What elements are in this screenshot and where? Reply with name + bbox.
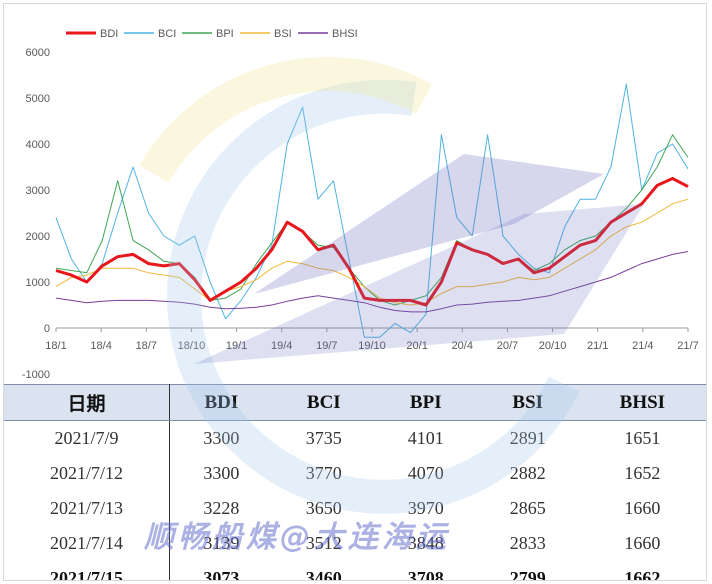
x-tick-label: 20/4 [452, 340, 473, 352]
index-table: 日期 BDI BCI BPI BSI BHSI 2021/7/9 3300 37… [4, 384, 706, 581]
cell-bhsi: 1660 [624, 533, 661, 553]
x-tick-label: 19/10 [358, 340, 386, 352]
legend-label-bsi: BSI [274, 28, 292, 40]
table-row: 2021/7/9 3300 3735 4101 2891 1651 [4, 420, 706, 456]
series-layer [55, 83, 689, 338]
cell-bpi: 3708 [407, 568, 444, 581]
series-line-bpi [55, 134, 689, 306]
x-tick-label: 20/1 [406, 340, 427, 352]
cell-bdi: 3300 [203, 463, 240, 483]
x-tick-label: 18/1 [45, 340, 66, 352]
legend: BDI BCI BPI BSI BHSI [66, 28, 358, 40]
cell-bci: 3650 [305, 498, 342, 518]
x-tick-label: 21/7 [677, 340, 698, 352]
series-line-bhsi [55, 251, 689, 313]
y-tick-label: 0 [44, 323, 50, 335]
chart-panel: -1000 0 1000 2000 3000 4000 5000 6000 18/1 18/4 18… [3, 3, 707, 581]
cell-bdi: 3300 [203, 428, 240, 448]
row-date: 2021/7/14 [4, 526, 170, 561]
x-tick-label: 21/1 [587, 340, 608, 352]
cell-bhsi: 1662 [624, 568, 661, 581]
y-tick-label: 1000 [26, 277, 50, 289]
x-tick-label: 18/10 [178, 340, 206, 352]
cell-bdi: 3139 [203, 533, 240, 553]
cell-bci: 3512 [305, 533, 342, 553]
cell-bci: 3770 [305, 463, 342, 483]
row-date: 2021/7/12 [4, 456, 170, 491]
x-tick-label: 20/7 [497, 340, 518, 352]
cell-bpi: 4101 [407, 428, 444, 448]
header-bdi: BDI [169, 384, 273, 421]
x-tick-label: 20/10 [539, 340, 567, 352]
cell-bhsi: 1660 [624, 498, 661, 518]
table-row: 2021/7/14 3139 3512 3848 2833 1660 [4, 526, 706, 561]
legend-label-bpi: BPI [216, 28, 234, 40]
y-tick-label: -1000 [22, 369, 50, 381]
cell-bsi: 2891 [509, 428, 546, 448]
header-date: 日期 [4, 384, 170, 421]
y-tick-label: 6000 [26, 47, 50, 59]
row-date: 2021/7/13 [4, 491, 170, 526]
table-row: 2021/7/13 3228 3650 3970 2865 1660 [4, 491, 706, 526]
y-tick-label: 4000 [26, 139, 50, 151]
cell-bpi: 3848 [407, 533, 444, 553]
cell-bpi: 4070 [407, 463, 444, 483]
x-tick-label: 18/7 [136, 340, 157, 352]
row-date: 2021/7/9 [4, 420, 170, 456]
legend-label-bhsi: BHSI [332, 28, 358, 40]
cell-bci: 3460 [305, 568, 342, 581]
cell-bhsi: 1651 [624, 428, 661, 448]
series-line-bdi [55, 177, 689, 307]
line-chart: -1000 0 1000 2000 3000 4000 5000 6000 18/1 18/4 18… [22, 28, 699, 381]
header-bpi: BPI [374, 384, 477, 421]
legend-label-bdi: BDI [100, 28, 118, 40]
cell-bsi: 2882 [509, 463, 546, 483]
row-date: 2021/7/15 [4, 561, 170, 580]
y-tick-label: 2000 [26, 231, 50, 243]
header-bsi: BSI [476, 384, 579, 421]
x-tick-label: 19/1 [226, 340, 247, 352]
cell-bdi: 3073 [203, 568, 240, 581]
table-header-row: 日期 BDI BCI BPI BSI BHSI [4, 384, 706, 421]
cell-bci: 3735 [305, 428, 342, 448]
header-bhsi: BHSI [578, 384, 706, 421]
y-tick-label: 3000 [26, 185, 50, 197]
legend-label-bci: BCI [158, 28, 176, 40]
header-bci: BCI [272, 384, 375, 421]
series-line-bsi [55, 198, 689, 306]
x-tick-label: 19/4 [271, 340, 292, 352]
cell-bpi: 3970 [407, 498, 444, 518]
cell-bsi: 2833 [509, 533, 546, 553]
cell-bsi: 2799 [509, 568, 546, 581]
table-row: 2021/7/12 3300 3770 4070 2882 1652 [4, 456, 706, 491]
series-line-bci [55, 83, 689, 338]
x-tick-label: 18/4 [90, 340, 111, 352]
cell-bsi: 2865 [509, 498, 546, 518]
axis-layer: -1000 0 1000 2000 3000 4000 5000 6000 18/1 18/4 18… [22, 47, 699, 381]
cell-bhsi: 1652 [624, 463, 661, 483]
watermark-text: 顺畅船煤@大连海运 [144, 520, 450, 555]
table-row: 2021/7/15 3073 3460 3708 2799 1662 [4, 561, 706, 581]
x-tick-label: 19/7 [316, 340, 337, 352]
cell-bdi: 3228 [203, 498, 240, 518]
x-tick-label: 21/4 [632, 340, 653, 352]
y-tick-label: 5000 [26, 93, 50, 105]
